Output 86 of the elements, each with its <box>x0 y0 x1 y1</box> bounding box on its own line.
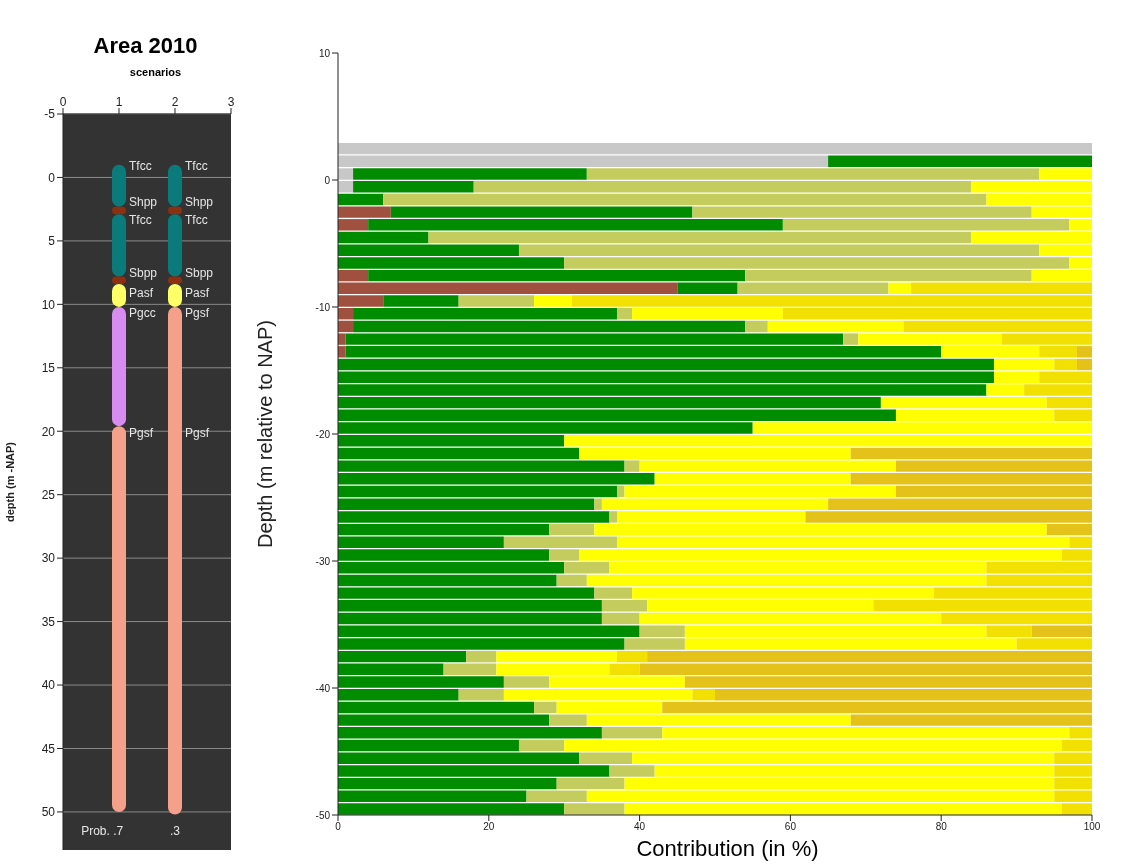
y-tick-label: -30 <box>315 555 331 567</box>
bar <box>1031 625 1092 637</box>
bar <box>888 282 912 295</box>
bar <box>632 308 783 320</box>
annotation: Tfcc <box>185 212 208 227</box>
x-tick-label: 40 <box>634 821 646 833</box>
bar <box>168 214 182 277</box>
y-tick-label: -5 <box>44 107 56 122</box>
bar <box>556 574 587 587</box>
y-tick-label: 15 <box>41 361 56 376</box>
bar <box>677 282 738 295</box>
bar <box>112 426 126 812</box>
x-tick-label: 0 <box>59 95 67 109</box>
bar <box>1054 409 1092 422</box>
x-tick-label: 80 <box>935 821 948 833</box>
bar <box>549 523 595 536</box>
x-tick-label: 20 <box>483 821 495 833</box>
bar <box>112 306 126 427</box>
annotation: Pgsf <box>129 425 154 440</box>
y-tick-label: 10 <box>41 297 56 312</box>
annotation: Pasf <box>185 286 210 301</box>
annotation: Prob. .7 <box>81 824 124 839</box>
x-tick-label: 1 <box>115 95 123 109</box>
bar <box>534 295 572 307</box>
y-tick-label: 50 <box>41 805 56 820</box>
bar <box>338 269 369 282</box>
bar <box>737 282 889 295</box>
y-tick-label: 0 <box>324 174 331 186</box>
y-tick-label: -50 <box>315 809 331 821</box>
annotation: .3 <box>169 824 181 839</box>
annotation: Tfcc <box>185 159 208 174</box>
annotation: Pgsf <box>185 425 210 440</box>
annotation: Sbpp <box>129 265 158 280</box>
annotation: Pgsf <box>185 306 210 321</box>
y-axis-title: depth (m -NAP) <box>4 441 16 523</box>
bar <box>458 295 535 307</box>
y-axis-title: Depth (m relative to NAP) <box>253 320 276 548</box>
bar <box>458 689 504 701</box>
annotation: Sbpp <box>185 265 214 280</box>
bar <box>503 676 550 688</box>
annotation: Pgcc <box>129 306 156 321</box>
bar <box>692 689 715 701</box>
y-tick-label: -10 <box>315 301 331 313</box>
bar <box>624 460 640 472</box>
bar <box>609 511 617 523</box>
annotation: Shpp <box>129 194 158 209</box>
bar <box>466 650 497 663</box>
x-tick-label: 60 <box>784 821 797 833</box>
bar <box>609 663 640 676</box>
annotation: Pasf <box>129 286 154 301</box>
annotation: Tfcc <box>129 159 152 174</box>
bar <box>745 320 768 333</box>
bar <box>112 214 126 277</box>
annotation: Tfcc <box>129 212 152 227</box>
bar <box>616 308 633 320</box>
bar <box>338 142 1092 155</box>
bar <box>601 727 663 739</box>
y-tick-label: 0 <box>48 170 56 185</box>
x-tick-label: 2 <box>171 95 179 109</box>
bar <box>518 739 565 752</box>
bar <box>828 155 1092 168</box>
x-tick-label: 100 <box>1083 821 1101 833</box>
y-tick-label: 30 <box>41 551 56 566</box>
bar <box>338 193 384 206</box>
y-tick-label: 45 <box>41 741 56 756</box>
annotation: Shpp <box>185 194 214 209</box>
y-tick-label: 25 <box>41 487 56 502</box>
bar <box>594 498 602 510</box>
bar <box>616 485 625 498</box>
y-tick-label: 35 <box>41 614 56 629</box>
bar <box>496 650 617 663</box>
y-tick-label: -20 <box>315 428 331 440</box>
x-tick-label: 0 <box>335 821 342 833</box>
bar <box>443 663 497 676</box>
x-axis-title: scenarios <box>129 66 182 78</box>
bar <box>616 650 648 663</box>
bar <box>843 333 859 345</box>
y-tick-label: 5 <box>48 234 56 249</box>
x-tick-label: 3 <box>227 95 235 109</box>
y-tick-label: -40 <box>315 682 331 694</box>
y-tick-label: 10 <box>318 47 331 59</box>
chart-title: Area 2010 <box>93 33 198 58</box>
y-tick-label: 40 <box>41 678 56 693</box>
bar <box>647 650 1092 663</box>
y-tick-label: 20 <box>41 424 56 439</box>
x-axis-title: Contribution (in %) <box>636 836 819 861</box>
